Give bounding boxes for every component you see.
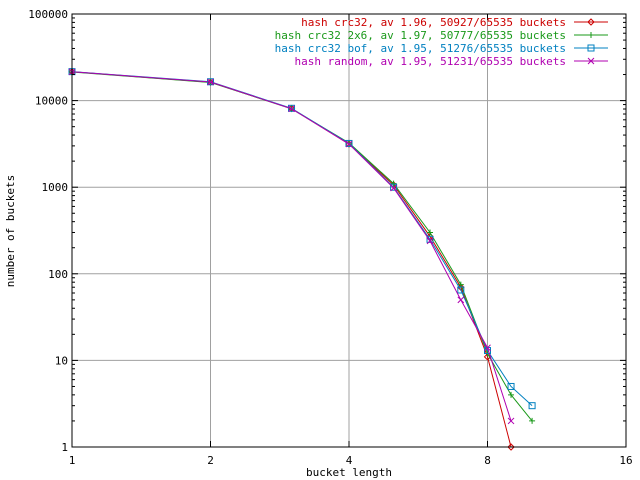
series-line xyxy=(71,71,533,407)
legend-label: hash crc32, av 1.96, 50927/65535 buckets xyxy=(301,16,566,29)
data-point xyxy=(528,402,536,410)
data-point xyxy=(587,44,595,52)
data-point xyxy=(426,235,434,243)
legend-entry: hash random, av 1.95, 51231/65535 bucket… xyxy=(294,55,608,68)
legend: hash crc32, av 1.96, 50927/65535 buckets… xyxy=(275,16,608,68)
data-point xyxy=(207,78,214,86)
ticks: 1 2 4 8 16 1 10 100 1000 10000 100000 xyxy=(28,8,632,467)
x-axis-title: bucket length xyxy=(306,466,392,479)
data-point xyxy=(457,296,465,304)
series-2 xyxy=(69,68,536,424)
legend-label: hash crc32 bof, av 1.95, 51276/65535 buc… xyxy=(275,42,566,55)
data-point xyxy=(507,443,515,451)
y-tick-label: 100000 xyxy=(28,8,68,21)
data-point xyxy=(457,286,465,294)
data-point xyxy=(390,180,397,187)
x-tick-label: 8 xyxy=(484,454,491,467)
legend-label: hash random, av 1.95, 51231/65535 bucket… xyxy=(294,55,566,68)
data-point xyxy=(587,57,595,65)
series-line xyxy=(71,71,512,422)
series-4 xyxy=(68,68,515,425)
y-tick-label: 1 xyxy=(61,441,68,454)
series-3 xyxy=(68,68,536,410)
y-tick-label: 10 xyxy=(55,354,68,367)
grid xyxy=(72,14,626,447)
y-tick-label: 1000 xyxy=(42,181,69,194)
legend-entry: hash crc32, av 1.96, 50927/65535 buckets xyxy=(301,16,608,29)
data-point xyxy=(484,344,491,352)
x-tick-label: 16 xyxy=(619,454,632,467)
y-tick-label: 100 xyxy=(48,268,68,281)
x-tick-label: 2 xyxy=(207,454,214,467)
data-point xyxy=(483,353,492,361)
data-point xyxy=(427,229,434,236)
x-tick-label: 1 xyxy=(69,454,76,467)
data-point xyxy=(390,183,398,191)
data-point xyxy=(588,32,594,38)
data-point xyxy=(288,104,296,112)
series-layer xyxy=(68,68,536,451)
x-tick-label: 4 xyxy=(346,454,353,467)
legend-entry: hash crc32 2x6, av 1.97, 50777/65535 buc… xyxy=(275,29,608,42)
data-point xyxy=(390,184,397,192)
data-point xyxy=(529,417,536,424)
legend-label: hash crc32 2x6, av 1.97, 50777/65535 buc… xyxy=(275,29,566,42)
data-point xyxy=(507,382,515,390)
y-tick-label: 10000 xyxy=(35,95,68,108)
data-point xyxy=(345,139,353,147)
series-line xyxy=(71,71,533,422)
y-axis-title: number of buckets xyxy=(4,175,17,288)
data-point xyxy=(345,140,353,148)
data-point xyxy=(507,417,515,425)
data-point xyxy=(508,391,515,398)
data-point xyxy=(288,105,295,113)
data-point xyxy=(587,18,595,26)
data-point xyxy=(426,237,434,245)
series-1 xyxy=(68,68,515,451)
series-line xyxy=(71,71,512,448)
legend-entry: hash crc32 bof, av 1.95, 51276/65535 buc… xyxy=(275,42,608,55)
